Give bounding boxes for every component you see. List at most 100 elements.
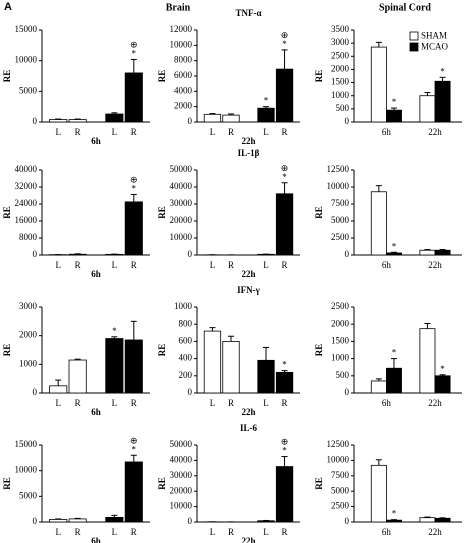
bar	[275, 68, 294, 123]
y-tick-label: 10000	[327, 181, 350, 191]
bar	[434, 517, 451, 523]
y-tick-label: 2000	[331, 318, 350, 328]
group-label: 6h	[91, 407, 101, 417]
significance-mark: ⊕	[130, 435, 138, 445]
bar	[434, 80, 451, 123]
y-tick-label: 50000	[170, 439, 193, 449]
x-tick-label: L	[112, 260, 118, 270]
y-tick-label: 50000	[170, 164, 193, 174]
y-tick-label: 5000	[331, 485, 350, 495]
y-tick-label: 3000	[331, 37, 350, 47]
significance-mark: *	[392, 241, 397, 251]
y-tick-label: 5000	[19, 85, 38, 95]
group-label: 22h	[241, 269, 255, 279]
chart-title: TNF-α	[235, 8, 261, 18]
y-tick-label: 4000	[174, 85, 193, 95]
x-tick-label: R	[131, 260, 137, 270]
x-tick-label: 6h	[382, 398, 392, 408]
bar	[419, 249, 436, 256]
bar	[275, 193, 294, 256]
y-axis-label: RE	[157, 206, 167, 219]
x-tick-label: 6h	[382, 127, 392, 137]
x-tick-label: R	[282, 260, 288, 270]
x-tick-label: 6h	[382, 527, 392, 537]
x-tick-label: R	[75, 127, 81, 137]
x-tick-label: R	[228, 527, 234, 537]
y-tick-label: 5000	[331, 215, 350, 225]
bar	[68, 253, 87, 256]
significance-mark: *	[132, 184, 137, 194]
legend-swatch	[409, 31, 419, 41]
significance-mark: *	[282, 39, 287, 49]
y-tick-label: 0	[33, 116, 38, 126]
x-tick-label: R	[228, 127, 234, 137]
x-tick-label: R	[228, 398, 234, 408]
x-tick-label: L	[112, 127, 118, 137]
y-tick-label: 40000	[170, 181, 193, 191]
bar	[68, 119, 87, 123]
y-axis-label: RE	[2, 477, 12, 490]
y-tick-label: 0	[345, 387, 350, 397]
y-tick-label: 2000	[331, 63, 350, 73]
panel-label: A	[4, 1, 12, 13]
bar	[370, 380, 387, 394]
y-tick-label: 0	[188, 116, 193, 126]
y-tick-label: 20000	[170, 215, 193, 225]
bar	[370, 191, 387, 256]
y-tick-label: 800	[179, 318, 193, 328]
significance-mark: ⊕	[281, 30, 289, 40]
significance-mark: *	[132, 49, 137, 59]
significance-mark: ⊕	[130, 40, 138, 50]
y-axis-label: RE	[2, 344, 12, 357]
legend-swatch	[409, 42, 419, 52]
bar	[105, 516, 124, 523]
y-tick-label: 10000	[170, 501, 193, 511]
column-header: Spinal Cord	[379, 2, 431, 13]
chart-title: IFN-γ	[237, 285, 260, 295]
bar	[419, 517, 436, 523]
group-label: 6h	[91, 136, 101, 146]
x-tick-label: R	[131, 527, 137, 537]
x-tick-label: R	[131, 398, 137, 408]
x-tick-label: R	[228, 260, 234, 270]
bar	[124, 72, 143, 123]
y-axis-label: RE	[157, 344, 167, 357]
group-label: 22h	[241, 536, 255, 543]
y-tick-label: 400	[179, 353, 193, 363]
significance-mark: *	[392, 509, 397, 519]
bar	[203, 113, 222, 123]
y-tick-label: 1500	[331, 335, 350, 345]
y-tick-label: 10000	[170, 39, 193, 49]
x-tick-label: L	[112, 398, 118, 408]
y-tick-label: 10000	[15, 465, 38, 475]
y-tick-label: 40000	[170, 454, 193, 464]
y-tick-label: 32000	[15, 181, 38, 191]
y-tick-label: 0	[188, 516, 193, 526]
legend-label: MCAO	[421, 42, 449, 52]
y-axis-label: RE	[314, 70, 324, 83]
y-tick-label: 15000	[15, 439, 38, 449]
y-tick-label: 200	[179, 370, 193, 380]
y-tick-label: 500	[336, 103, 350, 113]
y-tick-label: 12500	[327, 439, 350, 449]
y-tick-label: 15000	[15, 24, 38, 34]
bar	[49, 385, 68, 394]
y-tick-label: 1000	[331, 353, 350, 363]
bar	[203, 330, 222, 394]
chart-title: IL-6	[240, 423, 258, 433]
y-axis-label: RE	[157, 477, 167, 490]
y-axis-label: RE	[2, 206, 12, 219]
significance-mark: *	[282, 360, 287, 370]
y-tick-label: 3500	[331, 24, 350, 34]
x-tick-label: R	[282, 127, 288, 137]
x-tick-label: R	[131, 127, 137, 137]
group-label: 22h	[241, 136, 255, 146]
significance-mark: *	[392, 348, 397, 358]
x-tick-label: L	[55, 127, 61, 137]
y-tick-label: 24000	[15, 198, 38, 208]
significance-mark: *	[440, 66, 445, 76]
bar	[385, 252, 402, 256]
bar	[275, 371, 294, 394]
y-tick-label: 2000	[19, 330, 38, 340]
y-tick-label: 2500	[331, 50, 350, 60]
